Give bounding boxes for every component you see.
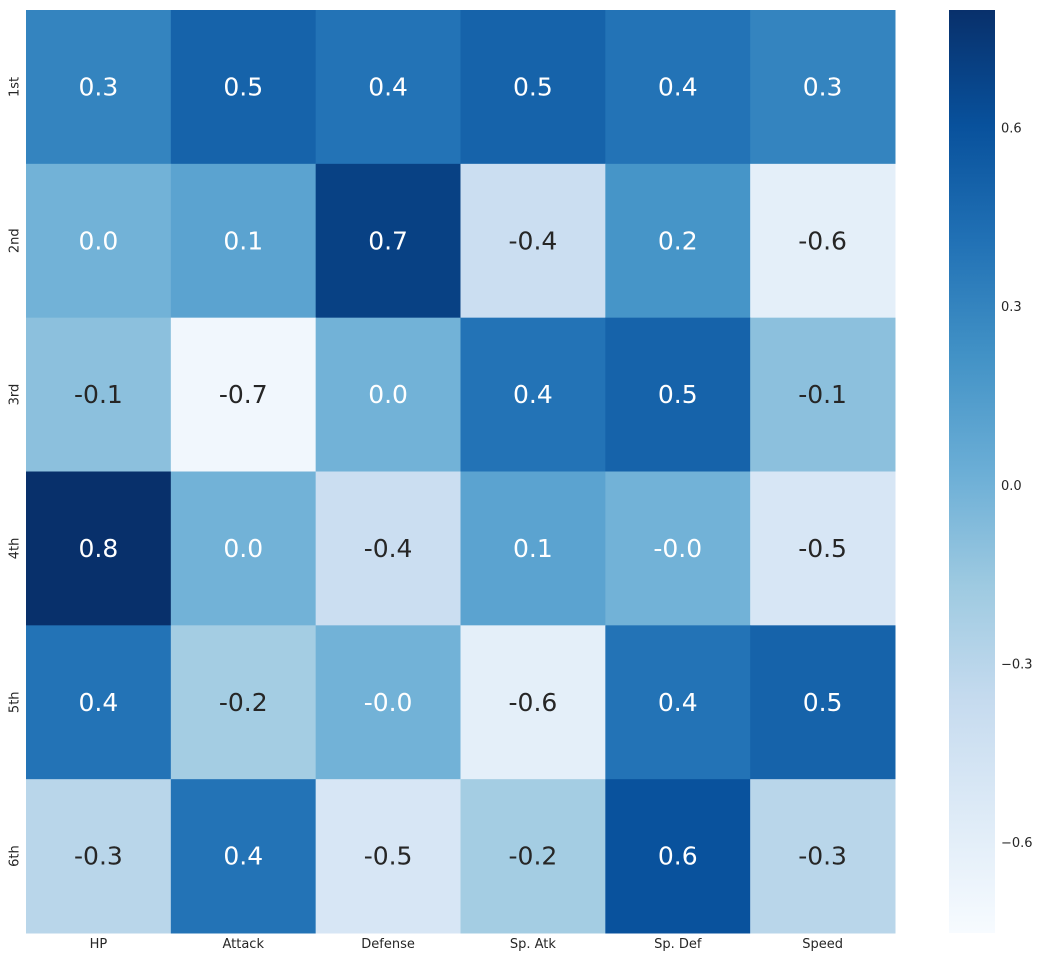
cell-value-label: 0.4	[368, 72, 408, 101]
heatmap-cell	[315, 317, 461, 472]
heatmap-cell	[26, 625, 172, 780]
heatmap-cell	[605, 625, 751, 780]
heatmap-cell	[170, 625, 317, 780]
colorbar-tick-label: 0.3	[1001, 300, 1022, 315]
cell-value-label: 0.3	[803, 72, 843, 101]
cell-value-label: 0.4	[223, 842, 263, 871]
heatmap-cell	[460, 10, 606, 165]
cell-value-label: 0.2	[658, 226, 698, 255]
heatmap-cell	[315, 779, 461, 934]
colorbar-tick-label: 0.6	[1001, 122, 1022, 137]
cell-value-label: -0.4	[364, 534, 413, 563]
cell-value-label: -0.5	[364, 842, 413, 871]
heatmap-cell	[750, 317, 896, 472]
heatmap-cell	[605, 779, 751, 934]
cell-value-label: 0.0	[79, 226, 119, 255]
cell-value-label: 0.7	[368, 226, 408, 255]
heatmap-cell	[170, 163, 317, 319]
colorbar-bar	[949, 10, 995, 933]
y-tick-label: 5th	[8, 691, 23, 713]
cell-value-label: -0.1	[798, 380, 847, 409]
cell-value-label: 0.5	[658, 380, 698, 409]
heatmap-cell	[750, 10, 896, 165]
heatmap-cell	[315, 163, 461, 319]
heatmap-cell	[460, 779, 606, 934]
cell-value-label: 0.0	[368, 380, 408, 409]
heatmap-cell	[750, 779, 896, 934]
heatmap-cell	[170, 471, 317, 626]
heatmap-annotations: 0.3 0.5 0.4 0.5 0.4 0.3 0.0 0.1 0.7 -0.4 0.2 -0.6 -0…	[74, 72, 847, 870]
heatmap-cell	[605, 317, 751, 472]
y-tick-label: 6th	[8, 845, 23, 867]
colorbar-tick-label: 0.0	[1001, 479, 1022, 494]
cell-value-label: 0.4	[658, 688, 698, 717]
heatmap-cell	[460, 163, 606, 319]
y-tick-label: 2nd	[8, 228, 23, 253]
cell-value-label: 0.5	[223, 72, 263, 101]
x-tick-label: Sp. Def	[654, 937, 702, 952]
x-tick-label: Defense	[361, 937, 415, 952]
colorbar-tick-label: −0.6	[1001, 836, 1033, 851]
colorbar-tick-label: −0.3	[1001, 658, 1033, 673]
cell-value-label: -0.0	[653, 534, 702, 563]
y-tick-label: 4th	[8, 538, 23, 560]
heatmap-cell	[605, 163, 751, 319]
heatmap-cell	[315, 471, 461, 626]
cell-value-label: 0.1	[223, 226, 263, 255]
cell-value-label: -0.0	[364, 688, 413, 717]
cell-value-label: -0.4	[509, 226, 558, 255]
heatmap-cells	[26, 10, 896, 934]
cell-value-label: -0.3	[74, 842, 123, 871]
heatmap-cell	[460, 317, 606, 472]
y-tick-label: 1st	[8, 77, 23, 97]
heatmap-cell	[170, 779, 317, 934]
heatmap-cell	[26, 10, 172, 165]
cell-value-label: 0.4	[79, 688, 119, 717]
heatmap-cell	[26, 317, 172, 472]
cell-value-label: 0.5	[513, 72, 553, 101]
cell-value-label: 0.0	[223, 534, 263, 563]
heatmap-cell	[605, 471, 751, 626]
heatmap-cell	[750, 163, 896, 319]
heatmap-cell	[460, 625, 606, 780]
x-tick-label: Speed	[802, 937, 843, 952]
x-tick-label: Attack	[222, 937, 264, 952]
heatmap-cell	[170, 10, 317, 165]
cell-value-label: 0.6	[658, 842, 698, 871]
cell-value-label: 0.4	[513, 380, 553, 409]
heatmap-cell	[460, 471, 606, 626]
heatmap-cell	[315, 10, 461, 165]
cell-value-label: -0.5	[798, 534, 847, 563]
y-tick-label: 3rd	[8, 384, 23, 406]
heatmap-cell	[605, 10, 751, 165]
cell-value-label: -0.2	[219, 688, 268, 717]
cell-value-label: -0.6	[798, 226, 847, 255]
cell-value-label: -0.6	[509, 688, 558, 717]
heatmap-cell	[170, 317, 317, 472]
cell-value-label: -0.2	[509, 842, 558, 871]
cell-value-label: -0.3	[798, 842, 847, 871]
heatmap-cell	[750, 625, 896, 780]
y-axis-ticks: 1st 2nd 3rd 4th 5th 6th	[8, 77, 23, 867]
heatmap-cell	[26, 471, 172, 626]
heatmap-cell	[315, 625, 461, 780]
cell-value-label: 0.8	[79, 534, 119, 563]
cell-value-label: 0.5	[803, 688, 843, 717]
heatmap-cell	[750, 471, 896, 626]
cell-value-label: -0.1	[74, 380, 123, 409]
x-tick-label: Sp. Atk	[510, 937, 557, 952]
heatmap-cell	[26, 163, 172, 319]
heatmap-cell	[26, 779, 172, 934]
x-axis-ticks: HP Attack Defense Sp. Atk Sp. Def Speed	[90, 937, 843, 952]
colorbar: 0.6 0.3 0.0 −0.3 −0.6	[949, 10, 1033, 933]
cell-value-label: 0.4	[658, 72, 698, 101]
x-tick-label: HP	[90, 937, 108, 952]
cell-value-label: 0.3	[79, 72, 119, 101]
cell-value-label: 0.1	[513, 534, 553, 563]
cell-value-label: -0.7	[219, 380, 268, 409]
